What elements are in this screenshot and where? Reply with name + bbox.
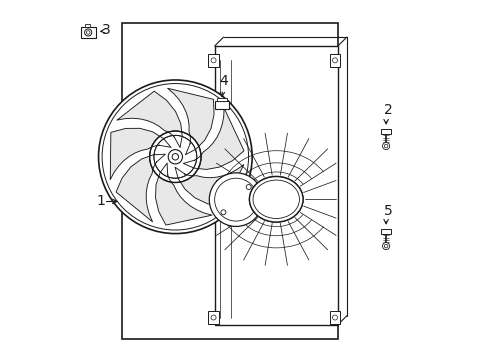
Polygon shape <box>155 163 212 225</box>
Text: 2: 2 <box>384 103 392 117</box>
Polygon shape <box>110 128 171 180</box>
Bar <box>330 54 341 67</box>
Circle shape <box>211 58 216 63</box>
Bar <box>215 101 228 109</box>
Text: 1: 1 <box>96 194 105 208</box>
Bar <box>381 229 391 234</box>
Ellipse shape <box>253 180 299 219</box>
Bar <box>208 311 219 324</box>
Circle shape <box>333 315 338 320</box>
Circle shape <box>168 150 182 164</box>
Ellipse shape <box>249 176 303 222</box>
Bar <box>85 24 90 27</box>
Circle shape <box>172 154 178 159</box>
Bar <box>381 129 391 134</box>
Bar <box>81 27 96 38</box>
Text: 5: 5 <box>384 203 392 217</box>
Circle shape <box>383 243 390 249</box>
Text: 3: 3 <box>102 23 111 37</box>
Circle shape <box>149 131 201 183</box>
Circle shape <box>383 143 390 150</box>
Bar <box>208 54 219 67</box>
Circle shape <box>85 29 92 36</box>
Polygon shape <box>183 108 244 170</box>
Bar <box>330 311 341 324</box>
Circle shape <box>246 185 251 189</box>
Circle shape <box>211 315 216 320</box>
Polygon shape <box>175 165 244 207</box>
Polygon shape <box>116 154 165 222</box>
Bar <box>217 98 227 101</box>
Ellipse shape <box>249 176 303 222</box>
Bar <box>215 46 338 325</box>
Circle shape <box>333 58 338 63</box>
Circle shape <box>221 210 226 215</box>
Text: 4: 4 <box>219 74 228 88</box>
Polygon shape <box>168 88 214 155</box>
Circle shape <box>98 80 252 234</box>
Polygon shape <box>117 91 182 148</box>
Circle shape <box>209 173 263 226</box>
Circle shape <box>169 150 182 163</box>
Bar <box>122 23 338 339</box>
